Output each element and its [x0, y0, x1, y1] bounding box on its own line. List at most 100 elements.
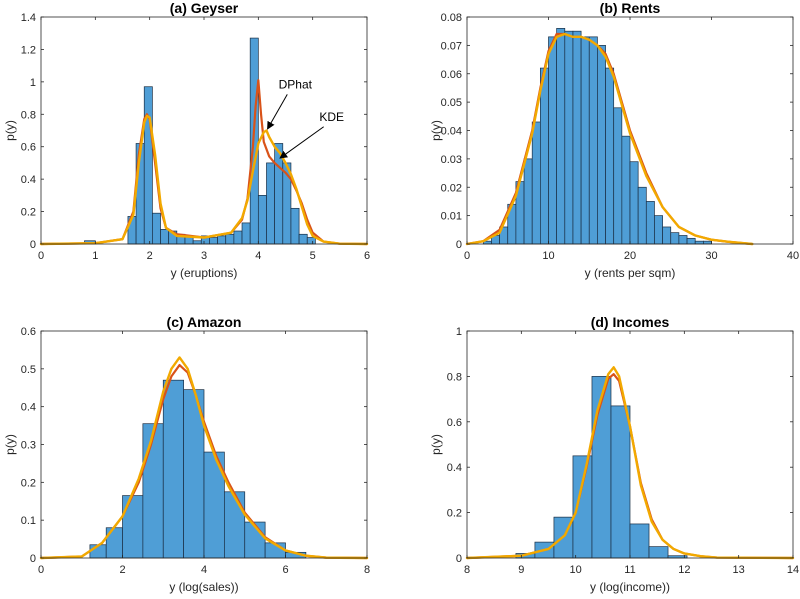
y-tick-label: 0.5	[21, 364, 36, 376]
x-tick-label: 14	[787, 564, 799, 576]
annotation-label: DPhat	[279, 77, 313, 91]
x-tick-label: 6	[282, 564, 288, 576]
kde-curve	[465, 366, 795, 560]
x-tick-label: 9	[518, 564, 524, 576]
x-tick-label: 11	[624, 564, 635, 576]
x-tick-label: 0	[38, 564, 44, 576]
histogram-bar	[564, 30, 574, 245]
histogram-bar	[678, 235, 688, 245]
chart-title: (d) Incomes	[591, 314, 670, 330]
histogram-bar	[613, 107, 623, 245]
x-axis-ticks: 0 2 4 6 8	[38, 331, 370, 576]
histogram-bar	[629, 523, 650, 559]
histogram-bar	[233, 230, 243, 245]
histogram-bar	[224, 491, 246, 559]
x-axis-label: y (log(sales))	[169, 580, 238, 594]
x-tick-label: 8	[364, 564, 370, 576]
x-axis-label: y (eruptions)	[171, 266, 238, 280]
y-tick-label: 0.6	[447, 417, 462, 429]
histogram-bar	[605, 67, 615, 245]
histogram-bar	[122, 495, 144, 559]
x-axis-ticks: 0 1 2 3 4 5 6	[38, 17, 370, 262]
y-tick-label: 0.4	[447, 462, 462, 474]
y-tick-label: 0.4	[21, 174, 36, 186]
panel-1: 0 1 2 3 4 5 6 0 0.2 0.4 0.6 0.8 1 1.2 1.4 (a) Geyser y (…	[3, 0, 370, 280]
histogram-bar	[694, 240, 704, 245]
kde-curve	[465, 32, 754, 246]
histogram-bar	[105, 527, 123, 559]
x-tick-label: 6	[364, 250, 370, 262]
histogram-bar	[298, 233, 308, 245]
y-axis-label: p(y)	[3, 120, 17, 141]
y-tick-label: 0.01	[441, 211, 462, 223]
histogram-bars	[515, 376, 688, 559]
histogram-bar	[160, 229, 170, 245]
histogram-bar	[143, 86, 153, 245]
chart-title: (c) Amazon	[167, 314, 242, 330]
histogram-bar	[306, 237, 316, 245]
histogram-bar	[629, 161, 639, 245]
histogram-bar	[162, 379, 184, 559]
y-axis-ticks: 0 0.2 0.4 0.6 0.8 1	[447, 326, 793, 565]
x-tick-label: 8	[464, 564, 470, 576]
histogram-bar	[637, 186, 647, 245]
y-tick-label: 0.8	[21, 109, 36, 121]
y-tick-label: 0.05	[441, 97, 462, 109]
x-axis-label: y (rents per sqm)	[585, 266, 676, 280]
histogram-bar	[274, 143, 284, 245]
y-tick-label: 1	[30, 77, 36, 89]
histogram-bar	[645, 201, 655, 245]
y-tick-label: 0.03	[441, 154, 462, 166]
histogram-bar	[556, 28, 566, 245]
histogram-bar	[523, 158, 533, 245]
x-tick-label: 0	[464, 250, 470, 262]
x-tick-label: 20	[624, 250, 636, 262]
annotation-arrow	[267, 94, 288, 130]
x-tick-label: 30	[705, 250, 717, 262]
x-tick-label: 4	[255, 250, 261, 262]
y-tick-label: 0.4	[21, 402, 36, 414]
histogram-bar	[217, 235, 227, 245]
x-axis-label: y (log(income))	[590, 580, 670, 594]
y-tick-label: 0.08	[441, 12, 462, 24]
histogram-bar	[531, 121, 541, 245]
panel-3: 0 2 4 6 8 0 0.1 0.2 0.3 0.4 0.5 0.6 (c) Amazon y (log…	[3, 314, 370, 594]
annotation-label: KDE	[319, 110, 344, 124]
y-tick-label: 0.04	[441, 126, 462, 138]
histogram-bar	[648, 546, 669, 559]
histogram-bar	[257, 195, 267, 245]
y-tick-label: 0	[456, 239, 462, 251]
histogram-bar	[241, 222, 251, 245]
y-axis-label: p(y)	[429, 434, 443, 455]
y-tick-label: 0.2	[447, 508, 462, 520]
kde-curve	[39, 356, 369, 560]
x-tick-label: 2	[119, 564, 125, 576]
panel-2: 0 10 20 30 40 0 0.01 0.02 0.03 0.04 0.05 0.06 0.07 0.…	[429, 0, 799, 280]
y-tick-label: 0	[30, 239, 36, 251]
histogram-bar	[209, 237, 218, 245]
y-tick-label: 0.2	[21, 207, 36, 219]
x-tick-label: 10	[542, 250, 554, 262]
chart-title: (b) Rents	[600, 0, 661, 16]
annotation-arrow	[279, 126, 324, 159]
y-axis-label: p(y)	[3, 434, 17, 455]
histogram-bar	[225, 233, 235, 245]
y-tick-label: 0.07	[441, 40, 462, 52]
y-tick-label: 0.3	[21, 440, 36, 452]
x-tick-label: 0	[38, 250, 44, 262]
x-tick-label: 4	[201, 564, 207, 576]
y-tick-label: 0.6	[21, 326, 36, 338]
histogram-bar	[580, 36, 590, 245]
x-tick-label: 13	[733, 564, 745, 576]
y-tick-label: 0.06	[441, 69, 462, 81]
y-axis-ticks: 0 0.01 0.02 0.03 0.04 0.05 0.06 0.07 0.08	[441, 12, 793, 251]
x-tick-label: 5	[310, 250, 316, 262]
plot-area	[41, 17, 367, 244]
histogram-bar	[588, 36, 598, 245]
y-tick-label: 0.6	[21, 142, 36, 154]
y-tick-label: 1.4	[21, 12, 36, 24]
histogram-bar	[152, 212, 161, 245]
histogram-bar	[610, 405, 631, 559]
histogram-bar	[670, 232, 680, 245]
